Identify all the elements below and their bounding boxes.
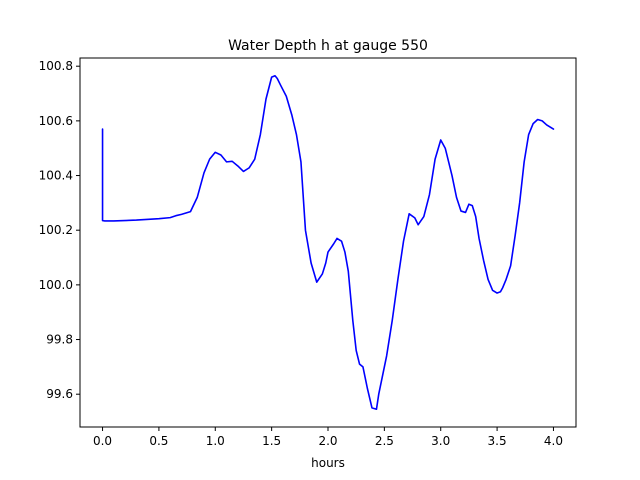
y-tick-label: 100.4	[39, 169, 73, 183]
y-tick-label: 99.8	[46, 333, 73, 347]
x-tick-label: 2.0	[318, 434, 337, 448]
x-axis-label: hours	[311, 456, 345, 470]
x-tick-label: 3.5	[488, 434, 507, 448]
x-tick-label: 1.5	[262, 434, 281, 448]
plot-area	[101, 74, 555, 411]
y-tick-label: 99.6	[46, 387, 73, 401]
x-tick-label: 1.0	[206, 434, 225, 448]
x-tick-label: 0.5	[149, 434, 168, 448]
y-tick-label: 100.2	[39, 223, 73, 237]
y-tick-label: 100.6	[39, 114, 73, 128]
y-tick-label: 100.0	[39, 278, 73, 292]
x-tick-label: 4.0	[544, 434, 563, 448]
x-axis: 0.0 0.5 1.0 1.5 2.0 2.5 3.0 3.5 4.0	[93, 427, 563, 448]
y-axis: 99.6 99.8 100.0 100.2 100.4 100.6 100.8	[39, 59, 80, 401]
x-tick-label: 2.5	[375, 434, 394, 448]
y-tick-label: 100.8	[39, 59, 73, 73]
chart-title: Water Depth h at gauge 550	[228, 38, 428, 54]
x-tick-label: 3.0	[431, 434, 450, 448]
x-tick-label: 0.0	[93, 434, 112, 448]
series-line-0	[101, 74, 555, 411]
